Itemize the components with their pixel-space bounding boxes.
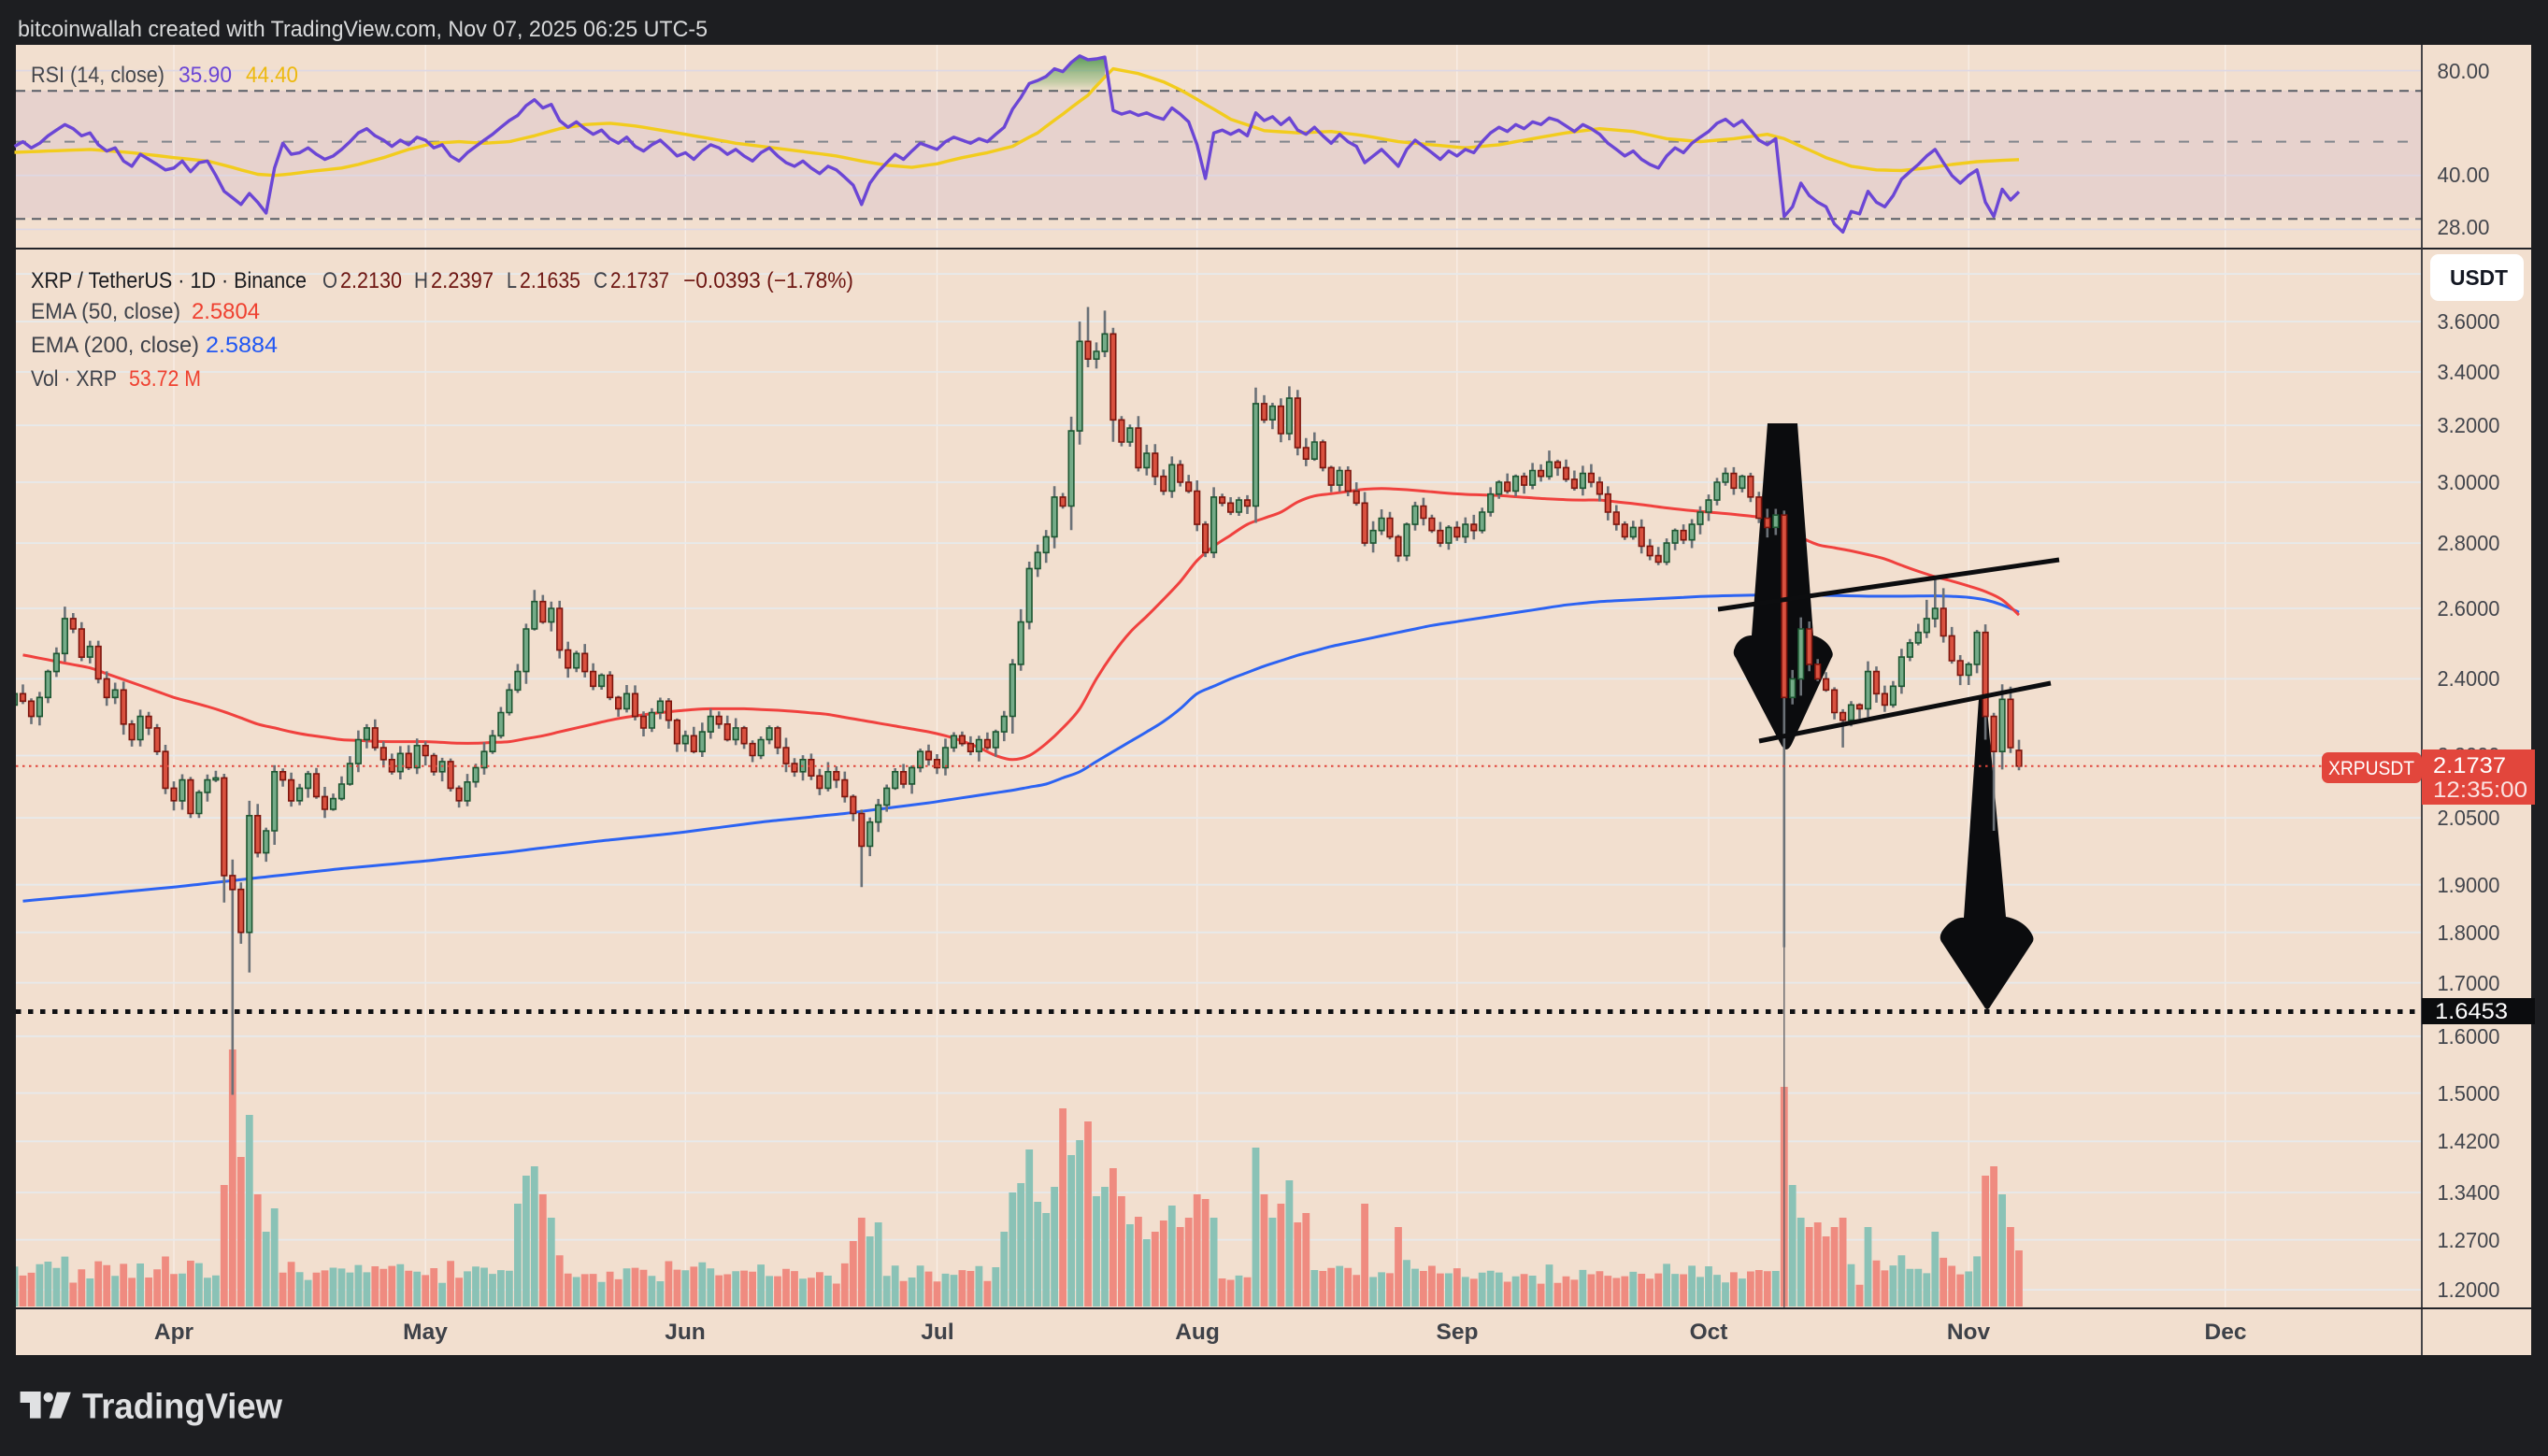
svg-text:3.6000: 3.6000: [2438, 309, 2500, 334]
svg-text:USDT: USDT: [2450, 265, 2509, 290]
svg-text:XRPUSDT: XRPUSDT: [2328, 757, 2414, 779]
svg-text:28.00: 28.00: [2438, 215, 2490, 239]
svg-text:44.40: 44.40: [246, 63, 298, 88]
svg-text:2.2397: 2.2397: [431, 268, 494, 293]
svg-text:2.5804: 2.5804: [192, 299, 260, 324]
svg-text:2.1737: 2.1737: [610, 268, 669, 293]
svg-text:Jun: Jun: [665, 1320, 706, 1345]
svg-text:O: O: [322, 268, 337, 293]
svg-text:35.90: 35.90: [179, 63, 232, 88]
svg-text:2.8000: 2.8000: [2438, 531, 2500, 555]
svg-text:Aug: Aug: [1175, 1320, 1220, 1345]
svg-text:53.72 M: 53.72 M: [129, 366, 201, 392]
svg-text:−0.0393 (−1.78%): −0.0393 (−1.78%): [683, 268, 853, 293]
svg-text:1.4200: 1.4200: [2438, 1129, 2500, 1153]
svg-text:2.4000: 2.4000: [2438, 666, 2500, 691]
svg-text:XRP / TetherUS · 1D · Binance: XRP / TetherUS · 1D · Binance: [31, 268, 307, 293]
svg-text:2.2130: 2.2130: [340, 268, 402, 293]
svg-text:H: H: [414, 268, 428, 293]
svg-text:1.9000: 1.9000: [2438, 873, 2500, 897]
svg-text:Jul: Jul: [921, 1320, 953, 1345]
svg-text:12:35:00: 12:35:00: [2433, 778, 2527, 803]
svg-text:TradingView: TradingView: [82, 1388, 282, 1427]
svg-text:2.6000: 2.6000: [2438, 596, 2500, 621]
svg-text:1.3400: 1.3400: [2438, 1180, 2500, 1205]
svg-text:Oct: Oct: [1690, 1320, 1728, 1345]
svg-text:Dec: Dec: [2205, 1320, 2247, 1345]
svg-text:Apr: Apr: [154, 1320, 194, 1345]
svg-text:May: May: [403, 1320, 448, 1345]
svg-text:EMA (50, close): EMA (50, close): [31, 299, 180, 324]
svg-text:1.2000: 1.2000: [2438, 1278, 2500, 1302]
svg-text:2.0500: 2.0500: [2438, 806, 2500, 830]
svg-text:C: C: [594, 268, 608, 293]
svg-text:1.6453: 1.6453: [2435, 999, 2508, 1024]
svg-text:1.6000: 1.6000: [2438, 1024, 2500, 1049]
svg-text:3.4000: 3.4000: [2438, 360, 2500, 384]
svg-text:EMA (200, close): EMA (200, close): [31, 333, 199, 358]
svg-text:2.1737: 2.1737: [2433, 753, 2506, 778]
svg-text:80.00: 80.00: [2438, 59, 2490, 83]
svg-text:2.1635: 2.1635: [520, 268, 580, 293]
svg-text:3.2000: 3.2000: [2438, 413, 2500, 437]
svg-text:2.5884: 2.5884: [206, 333, 278, 358]
svg-text:1.8000: 1.8000: [2438, 921, 2500, 945]
svg-text:40.00: 40.00: [2438, 163, 2490, 187]
svg-text:bitcoinwallah created with Tra: bitcoinwallah created with TradingView.c…: [18, 17, 708, 42]
svg-text:RSI (14, close): RSI (14, close): [31, 63, 165, 88]
svg-text:Nov: Nov: [1947, 1320, 1991, 1345]
svg-text:1.2700: 1.2700: [2438, 1228, 2500, 1252]
svg-text:Vol · XRP: Vol · XRP: [31, 366, 117, 392]
svg-text:1.7000: 1.7000: [2438, 971, 2500, 995]
svg-text:L: L: [507, 268, 517, 293]
svg-text:Sep: Sep: [1437, 1320, 1479, 1345]
svg-text:1.5000: 1.5000: [2438, 1081, 2500, 1106]
svg-text:3.0000: 3.0000: [2438, 470, 2500, 494]
